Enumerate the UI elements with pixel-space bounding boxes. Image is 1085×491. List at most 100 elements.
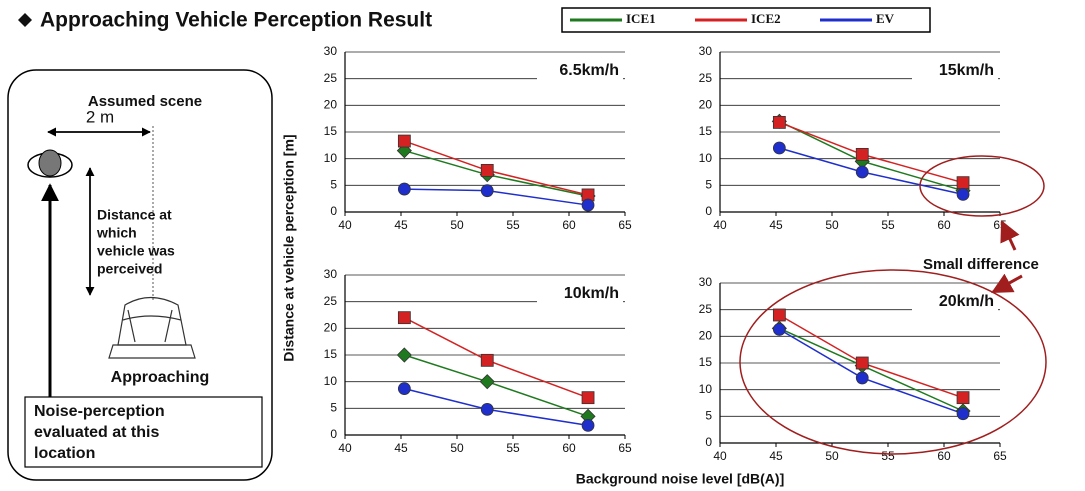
x-tick-label: 40 — [338, 441, 352, 455]
annotation: Small difference — [923, 256, 1039, 273]
marker — [480, 184, 494, 198]
x-tick-label: 45 — [394, 441, 408, 455]
slide-title: Approaching Vehicle Perception Result — [40, 9, 432, 32]
marker — [581, 418, 595, 432]
x-tick-label: 40 — [713, 218, 727, 232]
location-box — [24, 396, 263, 468]
x-tick-label: 40 — [338, 218, 352, 232]
y-tick-label: 10 — [324, 374, 338, 388]
chart-title: 15km/h — [939, 62, 994, 79]
marker — [397, 134, 411, 148]
x-axis-label: Background noise level [dB(A)] — [576, 471, 784, 487]
y-tick-label: 20 — [699, 98, 713, 112]
y-tick-label: 10 — [324, 151, 338, 165]
y-tick-label: 0 — [330, 204, 337, 218]
x-tick-label: 50 — [450, 218, 464, 232]
distance-value: 2 m — [86, 107, 114, 126]
x-tick-label: 60 — [562, 218, 576, 232]
y-axis-label: Distance at vehicle perception [m] — [281, 134, 297, 361]
marker — [772, 116, 786, 129]
legend-label: EV — [876, 11, 895, 26]
x-tick-label: 45 — [769, 218, 783, 232]
x-tick-label: 60 — [937, 218, 951, 232]
chart: 0 5 10 15 20 25 30 40 45 50 55 60 65 6.5km/h — [324, 44, 632, 232]
x-tick-label: 60 — [937, 449, 951, 463]
distance-label: perceived — [97, 261, 162, 277]
marker — [480, 402, 494, 416]
distance-label: which — [96, 225, 137, 241]
y-tick-label: 5 — [705, 409, 712, 423]
marker — [772, 141, 786, 155]
distance-label: Distance at — [97, 207, 172, 223]
marker — [855, 356, 869, 370]
y-tick-label: 30 — [324, 44, 338, 58]
marker — [956, 391, 970, 405]
y-tick-label: 0 — [330, 427, 337, 441]
y-tick-label: 10 — [699, 151, 713, 165]
y-tick-label: 10 — [699, 382, 713, 396]
highlight-ellipse — [739, 269, 1047, 455]
approaching-label: Approaching — [111, 369, 210, 386]
marker — [480, 163, 494, 177]
x-tick-label: 60 — [562, 441, 576, 455]
x-tick-label: 55 — [506, 218, 520, 232]
title-bg — [912, 58, 998, 82]
distance-label: vehicle was — [97, 243, 175, 259]
y-tick-label: 25 — [699, 71, 713, 85]
marker — [772, 322, 786, 336]
marker — [397, 311, 411, 325]
y-tick-label: 15 — [699, 124, 713, 138]
x-tick-label: 45 — [769, 449, 783, 463]
location-label: Noise-perception — [34, 403, 165, 420]
y-tick-label: 20 — [699, 329, 713, 343]
y-tick-label: 15 — [699, 355, 713, 369]
chart-title: 20km/h — [939, 293, 994, 310]
y-tick-label: 5 — [705, 178, 712, 192]
x-tick-label: 65 — [618, 441, 632, 455]
y-tick-label: 0 — [705, 204, 712, 218]
marker — [397, 382, 411, 396]
scene-title: Assumed scene — [88, 93, 202, 110]
chart: 0 5 10 15 20 25 30 40 45 50 55 60 65 10km/h — [324, 267, 632, 455]
observer-head — [38, 149, 62, 177]
bullet — [18, 13, 32, 27]
x-tick-label: 45 — [394, 218, 408, 232]
marker — [581, 198, 595, 212]
marker — [956, 187, 970, 201]
y-tick-label: 20 — [324, 321, 338, 335]
x-tick-label: 55 — [881, 218, 895, 232]
legend-label: ICE1 — [626, 11, 656, 26]
marker — [772, 308, 786, 322]
title-bg — [912, 289, 998, 313]
x-tick-label: 50 — [450, 441, 464, 455]
car — [108, 296, 196, 359]
y-tick-label: 25 — [699, 302, 713, 316]
y-tick-label: 30 — [699, 44, 713, 58]
annotation-arrow — [1000, 220, 1020, 251]
x-tick-label: 50 — [825, 218, 839, 232]
scene-panel — [7, 69, 273, 481]
marker — [479, 374, 495, 390]
marker — [480, 353, 494, 367]
title-bg — [537, 58, 623, 82]
chart: 0 5 10 15 20 25 30 40 45 50 55 60 65 20km/h — [699, 275, 1007, 463]
title-bg — [537, 281, 623, 305]
marker — [855, 371, 869, 385]
y-tick-label: 20 — [324, 98, 338, 112]
highlight-ellipse — [919, 155, 1045, 217]
legend: ICE1 ICE2 EV — [570, 11, 895, 26]
annotation-arrow — [991, 273, 1023, 294]
x-tick-label: 40 — [713, 449, 727, 463]
location-label: location — [34, 445, 95, 462]
y-tick-label: 5 — [330, 178, 337, 192]
y-tick-label: 25 — [324, 71, 338, 85]
x-tick-label: 55 — [506, 441, 520, 455]
marker — [855, 165, 869, 179]
marker — [855, 147, 869, 161]
chart-title: 6.5km/h — [559, 62, 619, 79]
y-tick-label: 5 — [330, 401, 337, 415]
x-tick-label: 55 — [881, 449, 895, 463]
chart-title: 10km/h — [564, 285, 619, 302]
